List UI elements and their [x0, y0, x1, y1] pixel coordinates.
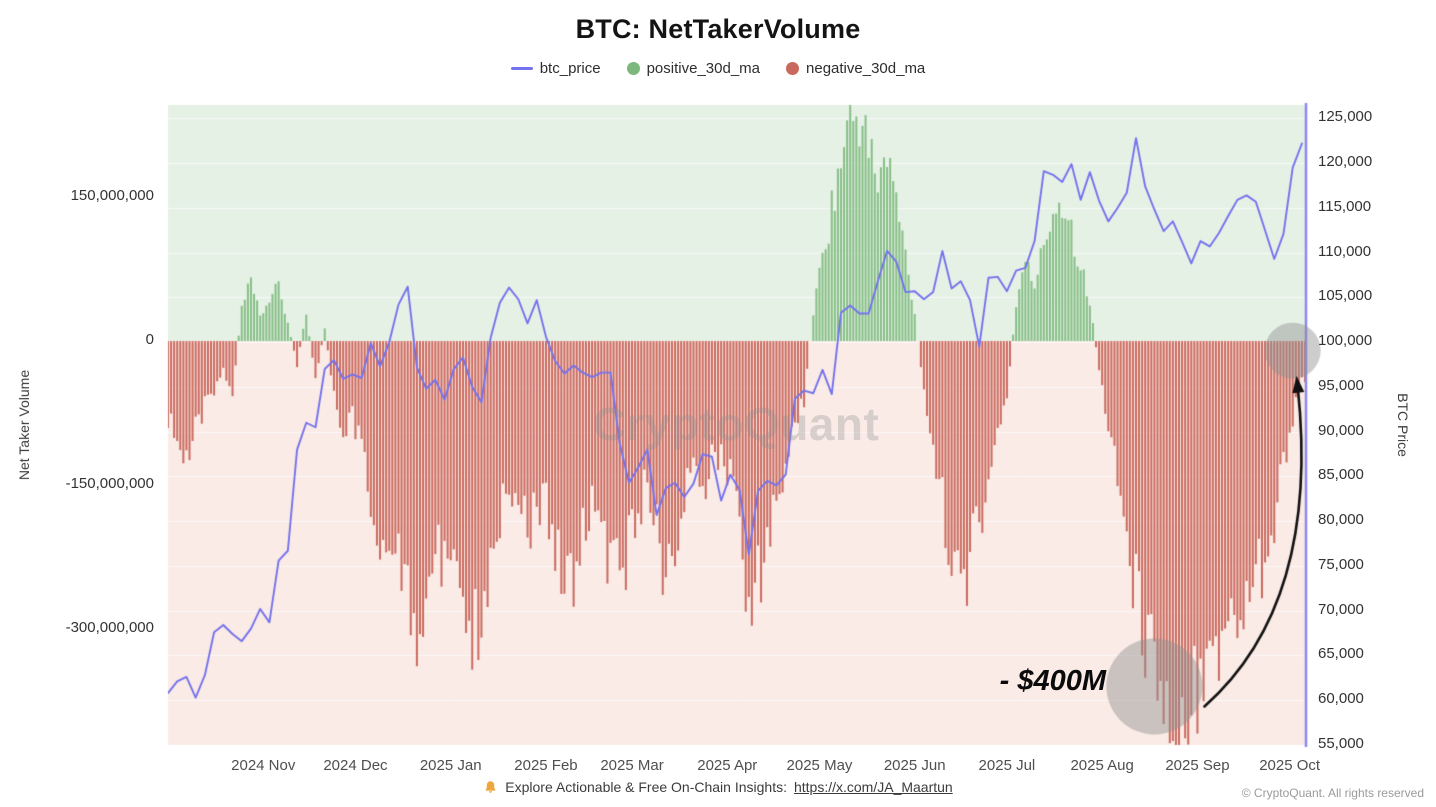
legend: btc_price positive_30d_ma negative_30d_m…	[0, 60, 1436, 77]
legend-label-positive-30d-ma: positive_30d_ma	[646, 60, 761, 77]
dot-swatch-icon	[626, 62, 640, 75]
chart-title: BTC: NetTakerVolume	[575, 14, 861, 44]
right-axis-title: BTC Price	[1395, 393, 1411, 457]
legend-label-btc-price: btc_price	[539, 60, 601, 77]
watermark: CryptoQuant	[592, 398, 880, 450]
footer-text: Explore Actionable & Free On-Chain Insig…	[505, 779, 787, 795]
footer-link[interactable]: https://x.com/JA_Maartun	[793, 779, 953, 795]
footer: Explore Actionable & Free On-Chain Insig…	[0, 779, 1436, 795]
line-swatch-icon	[510, 67, 533, 70]
copyright: © CryptoQuant. All rights reserved	[1241, 786, 1424, 800]
legend-item-positive-30d-ma[interactable]: positive_30d_ma	[626, 60, 761, 77]
dot-swatch-icon	[786, 62, 800, 75]
annotation-400m-label: - $400M	[999, 665, 1106, 697]
left-axis-title: Net Taker Volume	[16, 369, 32, 481]
legend-item-btc-price[interactable]: btc_price	[510, 60, 601, 77]
bell-icon	[483, 780, 498, 795]
legend-label-negative-30d-ma: negative_30d_ma	[806, 60, 926, 77]
legend-item-negative-30d-ma[interactable]: negative_30d_ma	[786, 60, 925, 77]
